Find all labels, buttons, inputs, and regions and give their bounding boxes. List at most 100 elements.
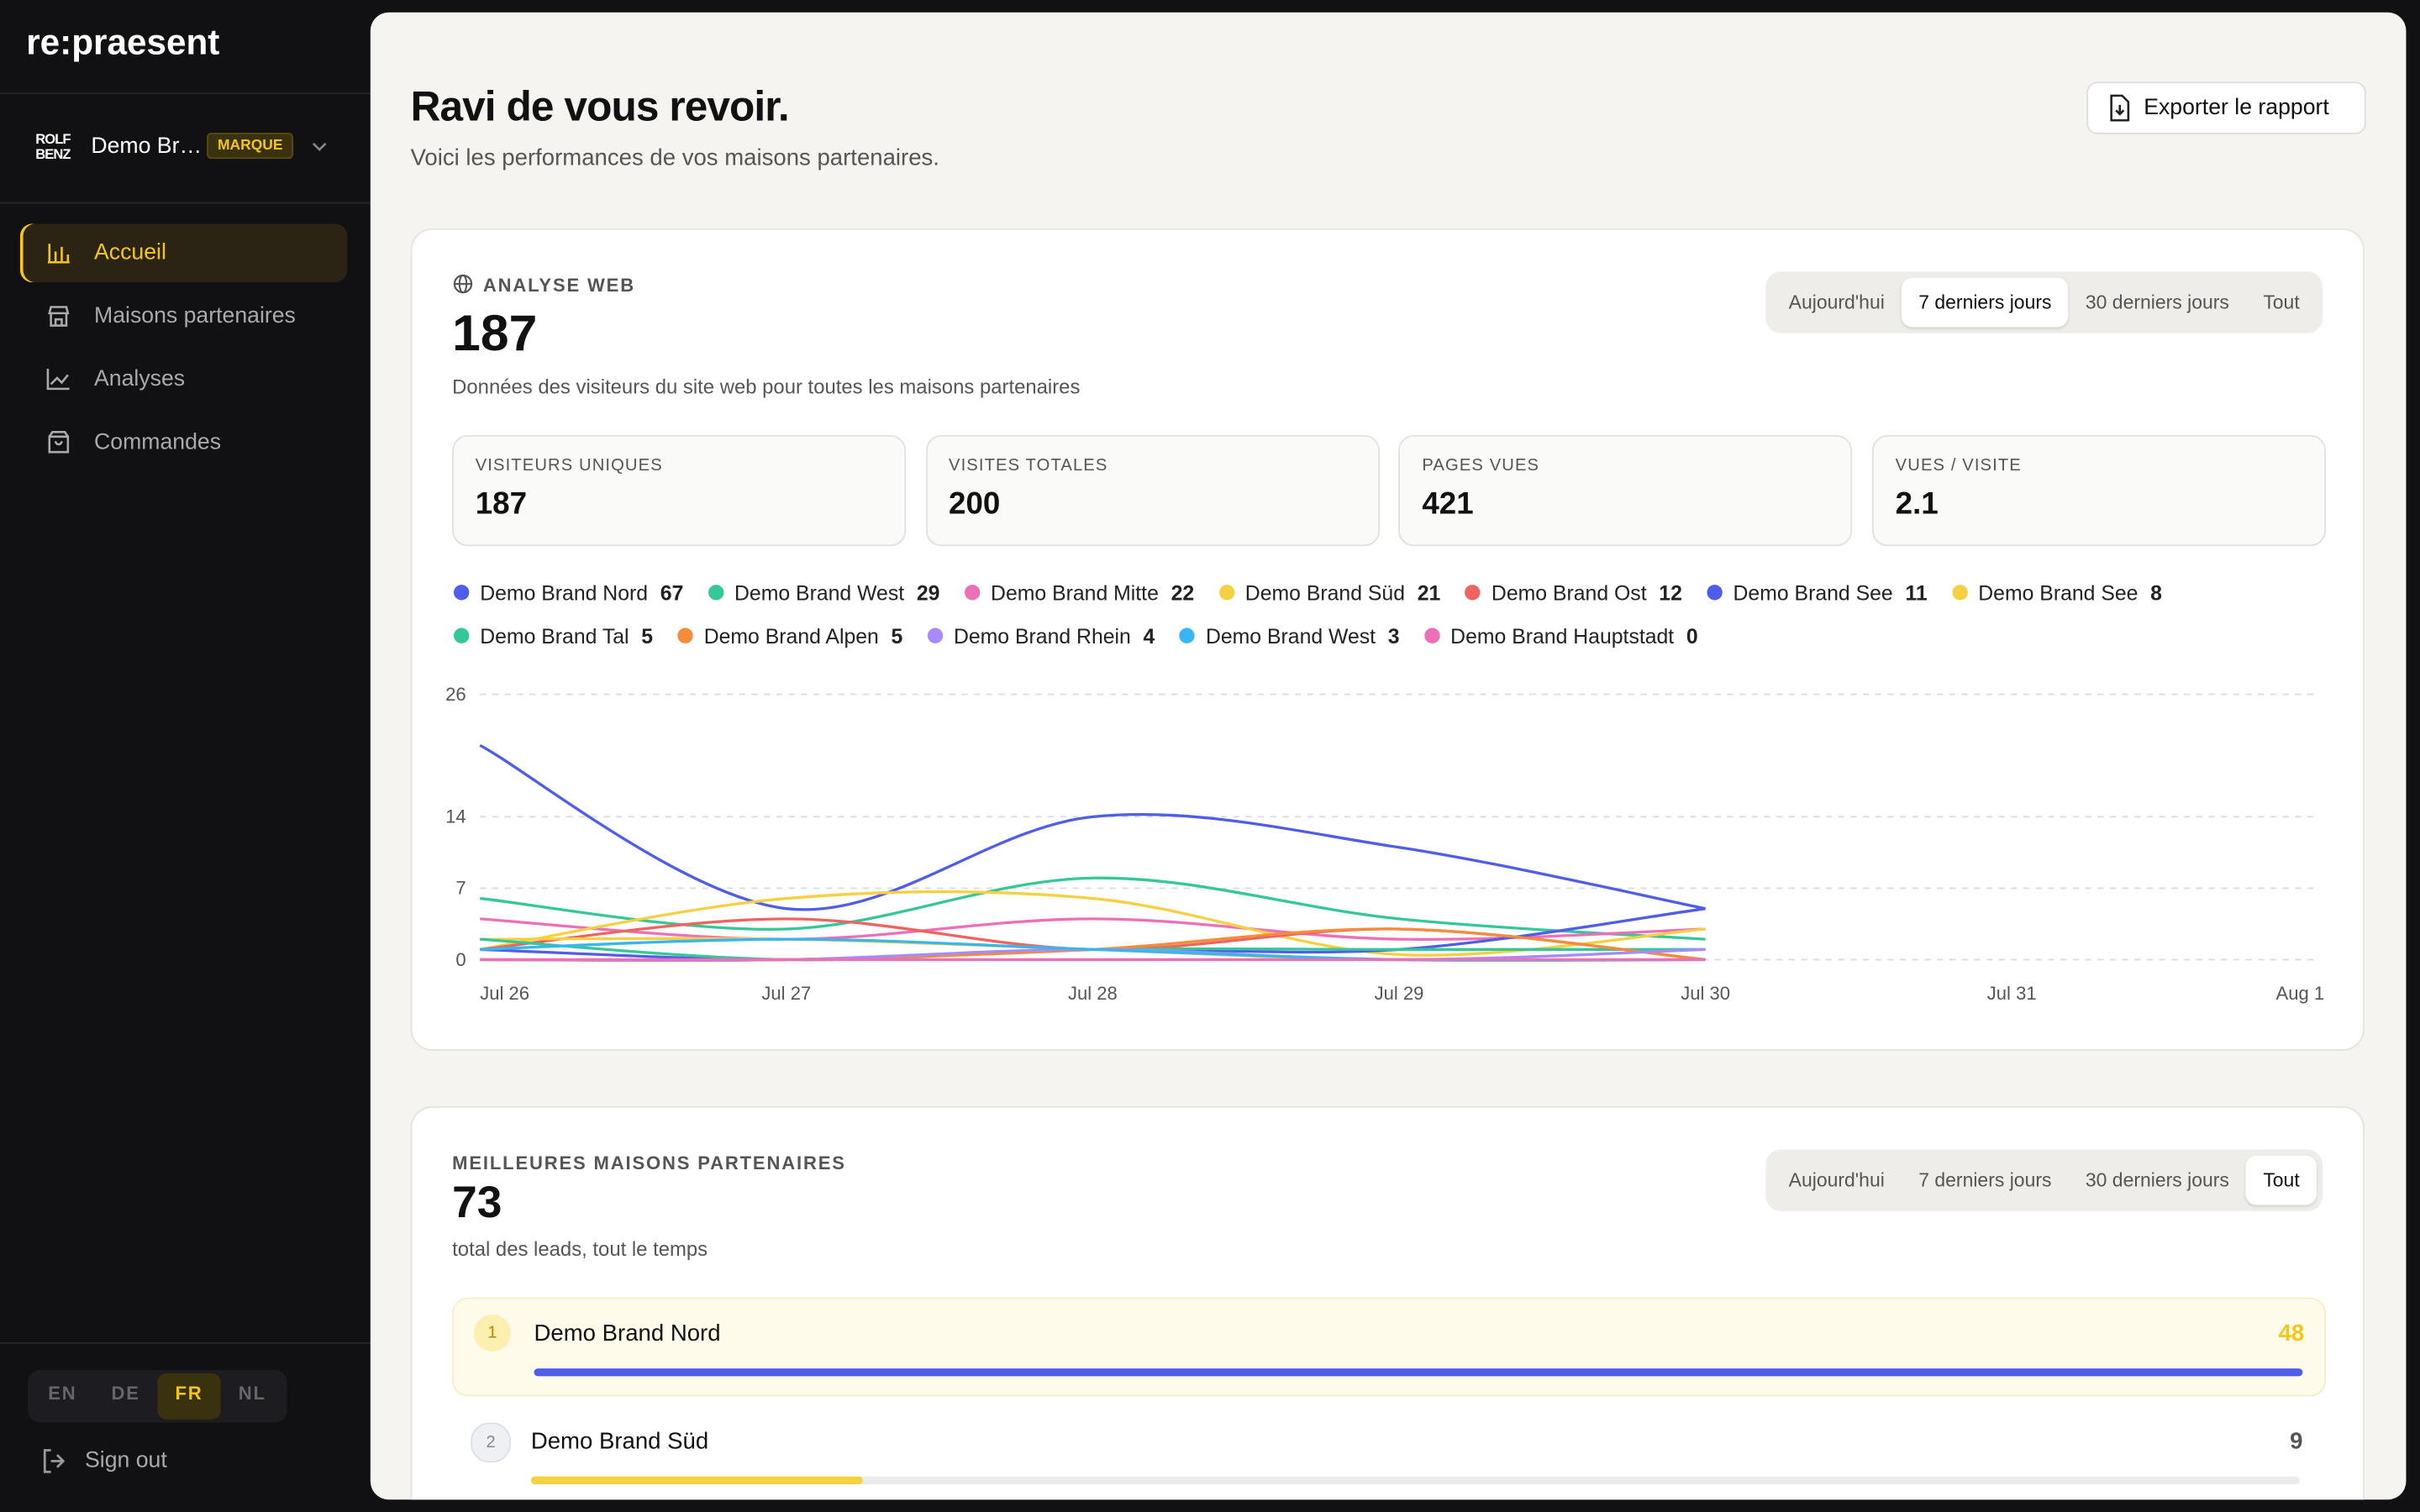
language[interactable]: DE <box>111 1382 140 1404</box>
nav-label: Maisons partenaires <box>94 303 296 329</box>
account-logo: ROLF BENZ <box>35 131 78 165</box>
x-tick-label: Jul 26 <box>480 983 529 1004</box>
period-option[interactable]: Aujourd'hui <box>1788 291 1885 313</box>
export-button[interactable]: Exporter le rapport <box>2086 81 2366 134</box>
legend-label: Demo Brand Ost <box>1491 580 1647 605</box>
x-tick-label: Jul 28 <box>1068 983 1118 1004</box>
x-tick-label: Aug 1 <box>2276 983 2325 1004</box>
nav-item[interactable]: Accueil <box>19 223 348 283</box>
rank: 1 <box>473 1314 511 1352</box>
legend-swatch <box>1179 627 1196 643</box>
legend-item: Demo Brand See 8 <box>1952 580 2162 605</box>
period-option[interactable]: 7 derniers jours <box>1918 1169 2052 1191</box>
nav-item[interactable]: Commandes <box>20 413 347 472</box>
y-tick-label: 14 <box>445 806 466 827</box>
stat-value: 187 <box>475 487 528 522</box>
bar <box>534 1368 2303 1377</box>
stat-value: 200 <box>949 487 1001 522</box>
legend-label: Demo Brand See <box>1733 580 1893 605</box>
period-option[interactable]: Tout <box>2263 291 2300 313</box>
stat-value: 421 <box>1422 487 1474 522</box>
period-option[interactable]: 30 derniers jours <box>2085 291 2229 313</box>
bar-track <box>534 1368 2303 1377</box>
legend-label: Demo Brand Alpen <box>703 623 879 648</box>
series-line <box>479 890 1706 957</box>
legend-total: 5 <box>891 623 903 648</box>
legend-label: Demo Brand West <box>734 580 905 605</box>
period-option[interactable]: 30 derniers jours <box>2085 1169 2229 1191</box>
badge: MARQUE <box>207 132 294 160</box>
series-line <box>480 876 1706 941</box>
stat-card: PAGES VUES 421 <box>1398 434 1853 547</box>
sign-out[interactable]: Sign out <box>85 1448 167 1474</box>
icon-path <box>47 244 70 264</box>
logo-line: ROLF <box>35 131 71 147</box>
legend-total: 4 <box>1143 623 1155 648</box>
legend-item: Demo Brand Rhein 4 <box>927 623 1155 648</box>
legend-item: Demo Brand Tal 5 <box>454 623 653 648</box>
ranking-row[interactable]: 1 Demo Brand Nord 48 <box>452 1297 2326 1397</box>
legend-total: 29 <box>916 580 940 605</box>
stat-label: VISITES TOTALES <box>949 456 1108 475</box>
stat-label: VUES / VISITE <box>1895 456 2022 475</box>
legend-item: Demo Brand Süd 21 <box>1218 580 1441 605</box>
bar-track <box>530 1476 2300 1484</box>
legend-total: 21 <box>1417 580 1441 605</box>
total: 73 <box>452 1179 502 1229</box>
period-option[interactable]: Tout <box>2246 1155 2317 1205</box>
series-line <box>479 743 1706 911</box>
partner-value: 9 <box>2290 1428 2303 1456</box>
stat-label: VISITEURS UNIQUES <box>475 456 663 475</box>
language[interactable]: NL <box>238 1382 266 1404</box>
description: Données des visiteurs du site web pour t… <box>452 375 1081 398</box>
sidebar: re:praesent ROLF BENZ Demo Br… MARQUE Acc… <box>0 0 371 1512</box>
legend-item: Demo Brand Nord 67 <box>454 580 683 605</box>
x-tick-label: Jul 29 <box>1375 983 1424 1004</box>
legend-item: Demo Brand Ost 12 <box>1465 580 1682 605</box>
sign-out-icon <box>43 1449 66 1473</box>
legend-swatch <box>1465 585 1481 601</box>
partner-name: Demo Brand Süd <box>530 1428 709 1456</box>
y-tick-label: 26 <box>445 684 466 705</box>
legend-total: 22 <box>1171 580 1195 605</box>
legend-total: 5 <box>641 623 654 648</box>
nav-item[interactable]: Analyses <box>20 350 347 409</box>
legend-swatch <box>1218 585 1234 601</box>
divider <box>0 202 371 204</box>
icon-path <box>46 368 70 391</box>
logo: re:praesent <box>26 21 220 62</box>
language[interactable]: EN <box>48 1382 77 1404</box>
file-icon <box>2110 94 2130 122</box>
globe-icon <box>453 274 473 294</box>
ranking-row[interactable]: 2 Demo Brand Süd 9 <box>452 1407 2323 1499</box>
nav-item[interactable]: Maisons partenaires <box>20 287 347 346</box>
account-name[interactable]: Demo Br… <box>91 134 203 160</box>
divider <box>0 92 371 95</box>
period-selector: Aujourd'hui 7 derniers jours 30 derniers j… <box>1765 271 2323 333</box>
legend-item: Demo Brand Mitte 22 <box>964 580 1195 605</box>
legend-label: Demo Brand West <box>1205 623 1376 648</box>
legend-label: Demo Brand Hauptstadt <box>1450 623 1675 648</box>
legend-total: 67 <box>660 580 684 605</box>
page-title: Ravi de vous revoir. <box>410 83 790 130</box>
legend-total: 8 <box>2150 580 2162 605</box>
x-tick-label: Jul 27 <box>761 983 811 1004</box>
language[interactable]: FR <box>157 1373 221 1420</box>
period-option[interactable]: Aujourd'hui <box>1788 1169 1885 1191</box>
chevron[interactable] <box>310 139 329 154</box>
legend-swatch <box>708 585 724 601</box>
nav-icon <box>48 306 70 327</box>
nav-icon <box>46 368 70 391</box>
page-subtitle: Voici les performances de vos maisons pa… <box>410 144 939 171</box>
legend-item: Demo Brand Alpen 5 <box>677 623 902 648</box>
total: 187 <box>452 303 538 361</box>
stat-card: VISITEURS UNIQUES 187 <box>452 434 907 547</box>
legend-total: 11 <box>1905 580 1928 605</box>
stat-label: PAGES VUES <box>1422 456 1540 475</box>
divider <box>0 1341 371 1344</box>
main-panel: Ravi de vous revoir. Voici les performan… <box>370 12 2407 1500</box>
y-tick-label: 0 <box>455 949 466 970</box>
period-option[interactable]: 7 derniers jours <box>1902 277 2069 328</box>
legend-item: Demo Brand West 29 <box>708 580 940 605</box>
